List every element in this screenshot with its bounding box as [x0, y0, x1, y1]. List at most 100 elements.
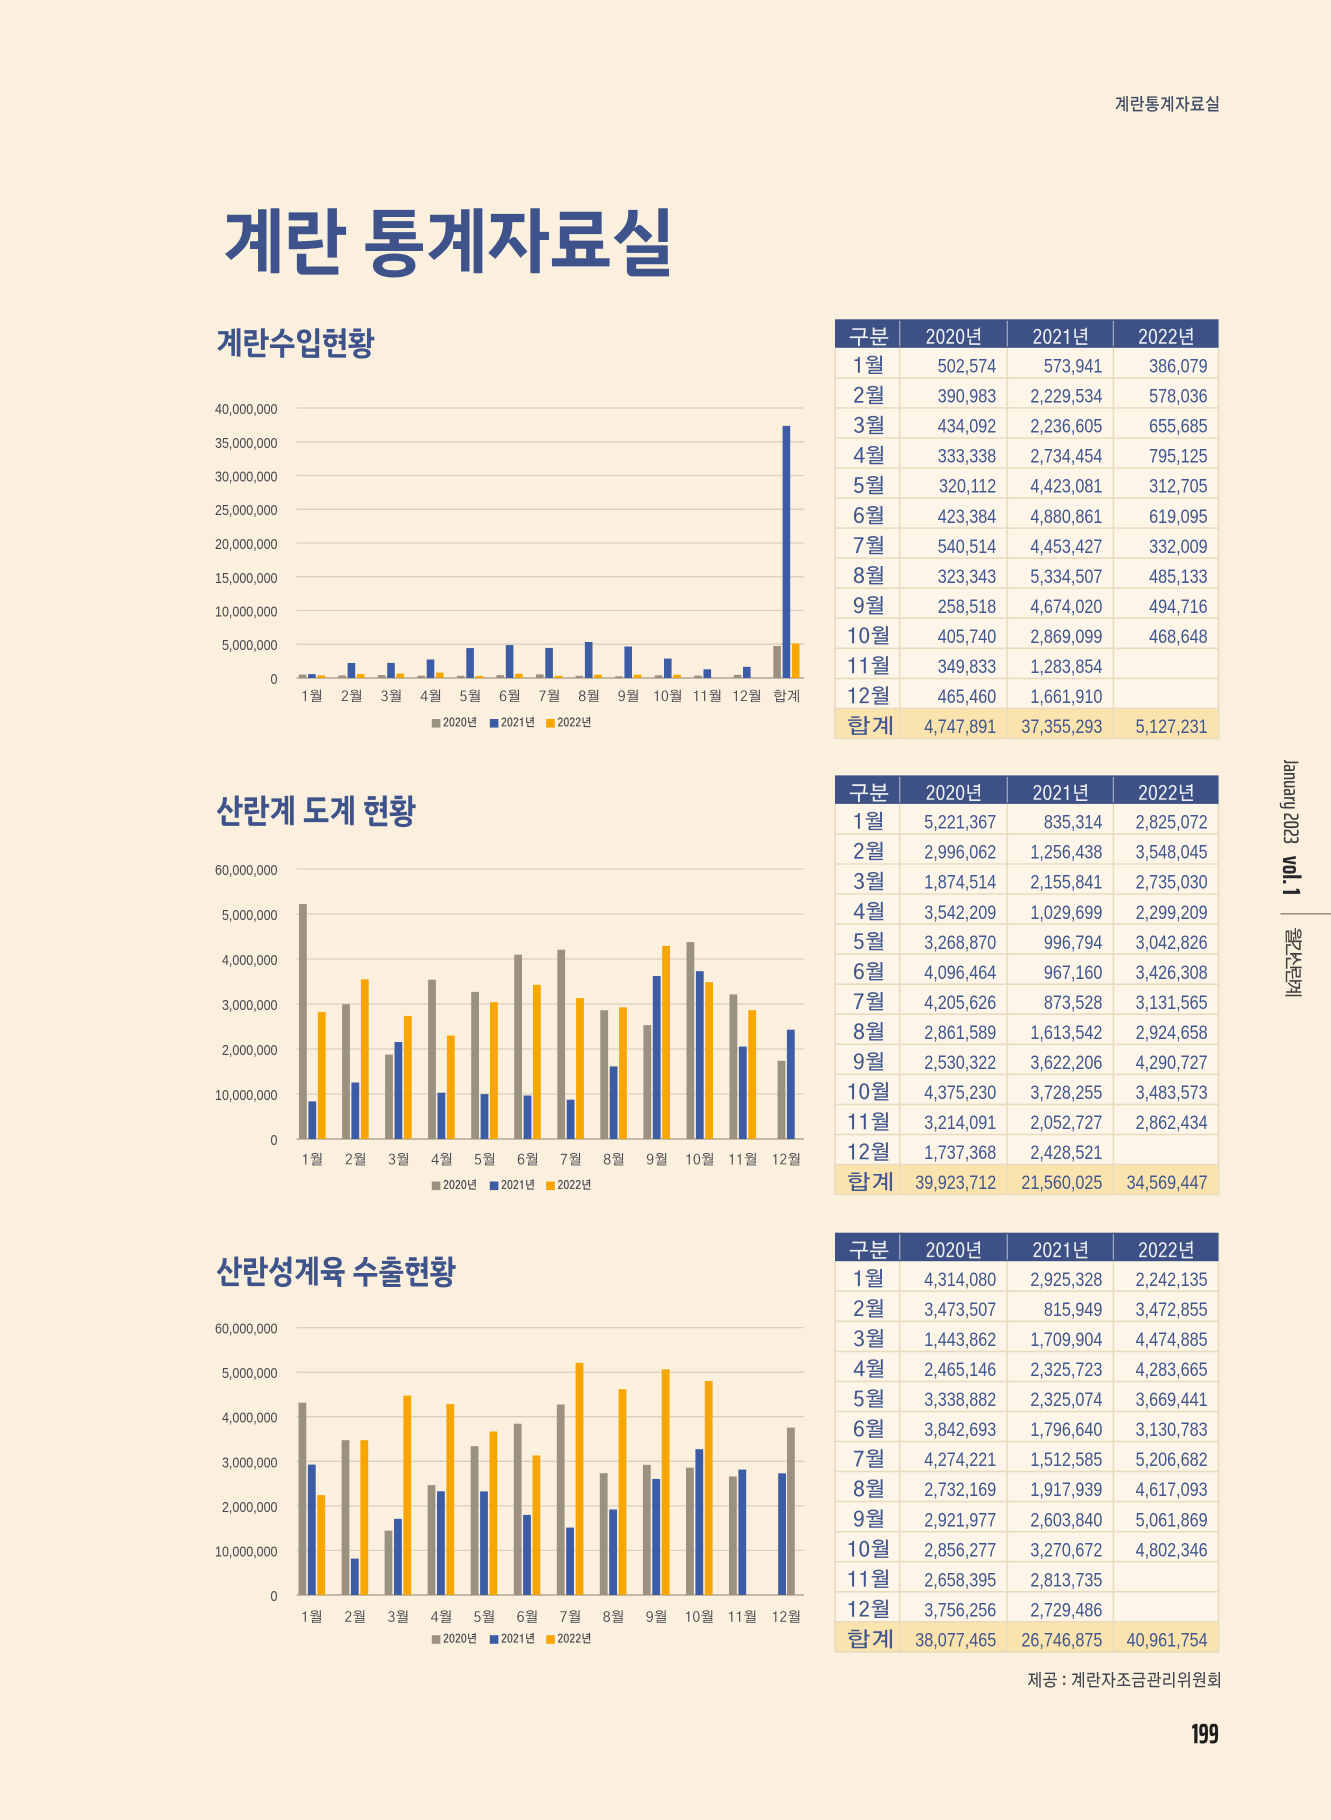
svg-text:323,343: 323,343 — [938, 566, 997, 588]
svg-text:1,613,542: 1,613,542 — [1030, 1022, 1102, 1044]
svg-text:4,000,000: 4,000,000 — [222, 952, 278, 968]
svg-text:25,000,000: 25,000,000 — [215, 502, 278, 518]
svg-text:320,112: 320,112 — [939, 475, 996, 497]
svg-text:4,000,000: 4,000,000 — [222, 1410, 278, 1426]
svg-text:3,214,091: 3,214,091 — [924, 1112, 996, 1134]
svg-text:2,734,454: 2,734,454 — [1030, 445, 1102, 467]
svg-text:1,029,699: 1,029,699 — [1030, 901, 1102, 923]
svg-text:34,569,447: 34,569,447 — [1127, 1172, 1208, 1194]
svg-text:21,560,025: 21,560,025 — [1021, 1172, 1102, 1194]
svg-text:386,079: 386,079 — [1149, 355, 1208, 377]
svg-text:2,862,434: 2,862,434 — [1136, 1112, 1208, 1134]
svg-text:540,514: 540,514 — [938, 535, 997, 557]
svg-text:1,443,862: 1,443,862 — [924, 1329, 996, 1351]
svg-text:0: 0 — [271, 671, 278, 687]
svg-text:1,709,904: 1,709,904 — [1030, 1329, 1102, 1351]
svg-text:38,077,465: 38,077,465 — [915, 1629, 996, 1651]
svg-text:20,000,000: 20,000,000 — [215, 536, 278, 552]
svg-text:2,813,735: 2,813,735 — [1030, 1569, 1102, 1591]
svg-text:3,483,573: 3,483,573 — [1136, 1082, 1208, 1104]
svg-text:3,472,855: 3,472,855 — [1136, 1299, 1208, 1321]
svg-text:4,617,093: 4,617,093 — [1136, 1479, 1208, 1501]
svg-text:332,009: 332,009 — [1149, 535, 1208, 557]
svg-text:2,924,658: 2,924,658 — [1136, 1022, 1208, 1044]
svg-text:40,961,754: 40,961,754 — [1127, 1629, 1208, 1651]
svg-text:10,000,000: 10,000,000 — [215, 1543, 278, 1559]
svg-text:4,283,665: 4,283,665 — [1136, 1359, 1208, 1381]
svg-text:2,428,521: 2,428,521 — [1030, 1142, 1102, 1164]
svg-text:40,000,000: 40,000,000 — [215, 401, 278, 417]
svg-text:996,794: 996,794 — [1044, 931, 1103, 953]
svg-text:485,133: 485,133 — [1149, 566, 1208, 588]
svg-text:0: 0 — [271, 1588, 278, 1604]
svg-text:10,000,000: 10,000,000 — [215, 1087, 278, 1103]
svg-text:1,874,514: 1,874,514 — [924, 871, 996, 893]
svg-text:3,622,206: 3,622,206 — [1030, 1052, 1102, 1074]
svg-text:655,685: 655,685 — [1149, 415, 1208, 437]
svg-text:873,528: 873,528 — [1044, 992, 1103, 1014]
svg-text:60,000,000: 60,000,000 — [215, 862, 278, 878]
svg-text:4,314,080: 4,314,080 — [924, 1269, 996, 1291]
svg-text:349,833: 349,833 — [938, 656, 997, 678]
svg-text:312,705: 312,705 — [1149, 475, 1208, 497]
svg-text:2,052,727: 2,052,727 — [1030, 1112, 1102, 1134]
svg-text:494,716: 494,716 — [1149, 596, 1208, 618]
svg-text:2,921,977: 2,921,977 — [924, 1509, 996, 1531]
svg-text:2,299,209: 2,299,209 — [1136, 901, 1208, 923]
svg-text:4,474,885: 4,474,885 — [1136, 1329, 1208, 1351]
svg-text:5,061,869: 5,061,869 — [1136, 1509, 1208, 1531]
svg-text:2,530,322: 2,530,322 — [924, 1052, 996, 1074]
svg-text:37,355,293: 37,355,293 — [1021, 716, 1102, 738]
svg-text:434,092: 434,092 — [938, 415, 997, 437]
svg-text:10,000,000: 10,000,000 — [215, 604, 278, 620]
svg-text:5,000,000: 5,000,000 — [222, 637, 278, 653]
svg-text:4,674,020: 4,674,020 — [1030, 596, 1102, 618]
svg-text:423,384: 423,384 — [938, 505, 997, 527]
svg-text:815,949: 815,949 — [1044, 1299, 1103, 1321]
svg-text:2,465,146: 2,465,146 — [924, 1359, 996, 1381]
svg-text:3,130,783: 3,130,783 — [1136, 1419, 1208, 1441]
svg-text:5,206,682: 5,206,682 — [1136, 1449, 1208, 1471]
svg-text:3,000,000: 3,000,000 — [222, 1454, 278, 1470]
svg-text:2,603,840: 2,603,840 — [1030, 1509, 1102, 1531]
svg-text:2,229,534: 2,229,534 — [1030, 385, 1102, 407]
svg-text:2,236,605: 2,236,605 — [1030, 415, 1102, 437]
svg-text:2,861,589: 2,861,589 — [924, 1022, 996, 1044]
svg-text:1,512,585: 1,512,585 — [1030, 1449, 1102, 1471]
svg-text:3,842,693: 3,842,693 — [924, 1419, 996, 1441]
svg-text:39,923,712: 39,923,712 — [915, 1172, 996, 1194]
svg-text:26,746,875: 26,746,875 — [1021, 1629, 1102, 1651]
svg-text:30,000,000: 30,000,000 — [215, 469, 278, 485]
svg-text:1,796,640: 1,796,640 — [1030, 1419, 1102, 1441]
svg-text:3,042,826: 3,042,826 — [1136, 931, 1208, 953]
svg-text:2,925,328: 2,925,328 — [1030, 1269, 1102, 1291]
svg-text:3,542,209: 3,542,209 — [924, 901, 996, 923]
svg-text:967,160: 967,160 — [1044, 962, 1103, 984]
svg-text:15,000,000: 15,000,000 — [215, 570, 278, 586]
svg-text:5,334,507: 5,334,507 — [1030, 566, 1102, 588]
svg-text:2,000,000: 2,000,000 — [222, 1499, 278, 1515]
svg-text:578,036: 578,036 — [1149, 385, 1208, 407]
svg-text:4,747,891: 4,747,891 — [924, 716, 996, 738]
svg-text:35,000,000: 35,000,000 — [215, 435, 278, 451]
svg-text:4,274,221: 4,274,221 — [924, 1449, 996, 1471]
svg-text:5,000,000: 5,000,000 — [222, 907, 278, 923]
svg-text:3,669,441: 3,669,441 — [1136, 1389, 1208, 1411]
svg-text:2,000,000: 2,000,000 — [222, 1042, 278, 1058]
svg-text:60,000,000: 60,000,000 — [215, 1321, 278, 1337]
svg-text:3,548,045: 3,548,045 — [1136, 841, 1208, 863]
svg-text:1,283,854: 1,283,854 — [1030, 656, 1102, 678]
svg-text:2,155,841: 2,155,841 — [1030, 871, 1102, 893]
svg-text:4,453,427: 4,453,427 — [1030, 535, 1102, 557]
svg-text:3,473,507: 3,473,507 — [924, 1299, 996, 1321]
svg-text:795,125: 795,125 — [1149, 445, 1208, 467]
svg-text:2,325,074: 2,325,074 — [1030, 1389, 1102, 1411]
svg-text:3,338,882: 3,338,882 — [924, 1389, 996, 1411]
svg-text:2,735,030: 2,735,030 — [1136, 871, 1208, 893]
svg-text:2,869,099: 2,869,099 — [1030, 626, 1102, 648]
svg-text:4,205,626: 4,205,626 — [924, 992, 996, 1014]
svg-text:4,880,861: 4,880,861 — [1030, 505, 1102, 527]
svg-text:405,740: 405,740 — [938, 626, 997, 648]
svg-text:573,941: 573,941 — [1044, 355, 1103, 377]
svg-text:2,242,135: 2,242,135 — [1136, 1269, 1208, 1291]
